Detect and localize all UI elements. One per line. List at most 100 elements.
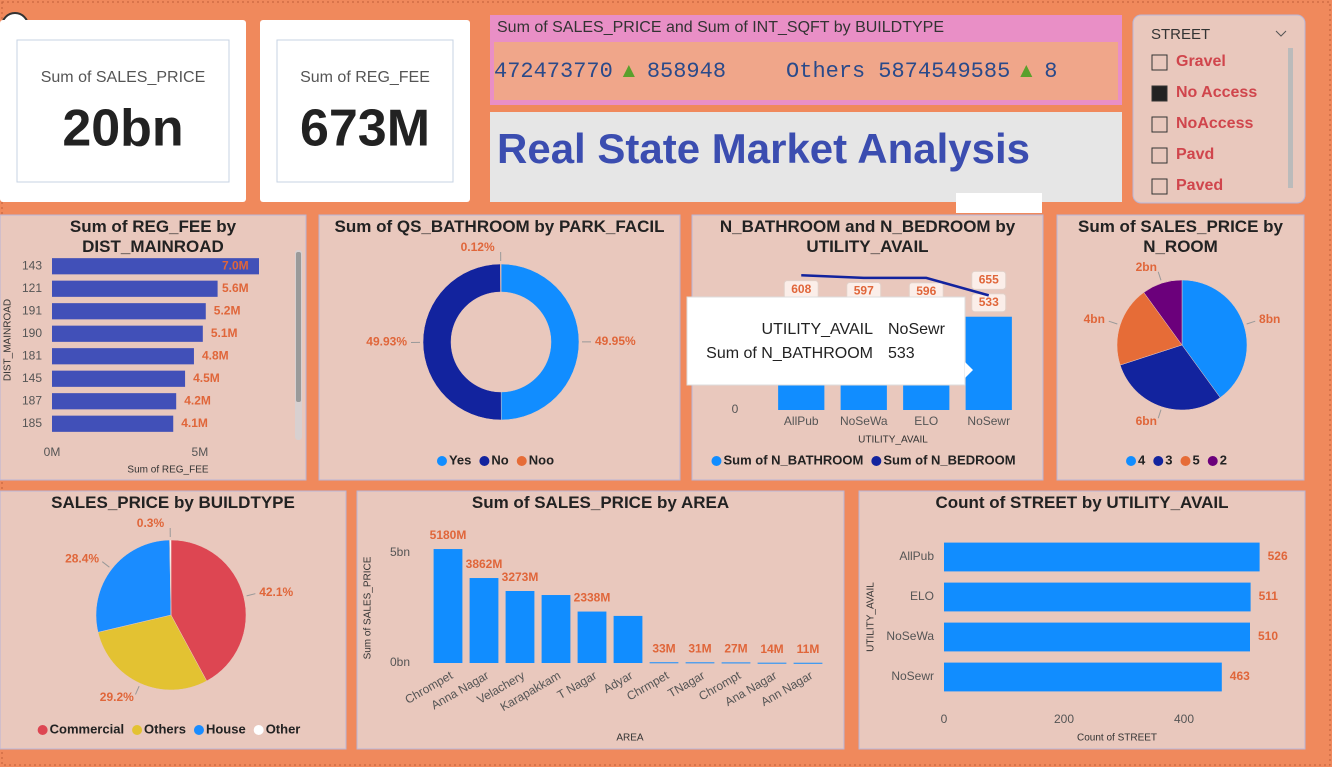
visual-panel <box>858 490 1306 750</box>
legend-label: 4 <box>1138 452 1146 467</box>
leader-line <box>1157 271 1162 281</box>
visual-header <box>956 193 1042 213</box>
slicer-item[interactable]: Gravel <box>1176 53 1226 70</box>
y-tick-label: NoSeWa <box>886 629 934 643</box>
slicer-item[interactable]: NoAccess <box>1176 115 1253 132</box>
data-label: 29.2% <box>100 690 134 704</box>
x-tick-label: 400 <box>1174 712 1194 726</box>
leader-line <box>1157 409 1162 419</box>
slicer-checkbox[interactable] <box>1151 85 1168 102</box>
legend-label: Sum of N_BEDROOM <box>883 452 1015 467</box>
legend-label: 3 <box>1165 452 1172 467</box>
slicer-checkbox[interactable] <box>1151 54 1168 71</box>
chart-title: SALES_PRICE by BUILDTYPE <box>51 493 295 512</box>
leader-line <box>101 561 110 568</box>
legend-label: 5 <box>1193 452 1200 467</box>
x-tick-label: ELO <box>914 414 938 428</box>
legend-swatch <box>193 725 204 735</box>
x-tick-label: 0M <box>44 445 61 459</box>
slicer-scrollbar[interactable] <box>1288 48 1293 188</box>
y-tick-label: 190 <box>22 326 42 340</box>
chart-title: Sum of SALES_PRICE by N_ROOM <box>1078 217 1283 256</box>
bar <box>793 662 823 664</box>
chart-title: Sum of REG_FEE by DIST_MAINROAD <box>69 217 237 256</box>
chart-title: Count of STREET by UTILITY_AVAIL <box>935 493 1229 512</box>
y-tick-label: 0 <box>732 402 739 416</box>
bar <box>965 316 1012 410</box>
slice <box>422 263 502 421</box>
data-label: 5180M <box>430 528 467 542</box>
data-label: 655 <box>979 273 999 287</box>
slice <box>95 539 172 633</box>
legend-swatch <box>711 456 722 466</box>
slicer-item[interactable]: No Access <box>1176 84 1257 101</box>
legend-label: No <box>491 452 508 467</box>
card-label: Sum of REG_FEE <box>300 69 430 86</box>
data-label: 526 <box>1268 549 1288 563</box>
data-label: 4.5M <box>193 371 220 385</box>
slicer-item[interactable]: Pavd <box>1176 146 1214 163</box>
legend-label: Noo <box>529 452 554 467</box>
bar <box>52 280 218 297</box>
bar <box>721 662 751 664</box>
y-tick-label: 143 <box>22 258 42 272</box>
leader-line <box>134 685 140 695</box>
y-tick-label: ELO <box>910 589 934 603</box>
data-label: 3273M <box>502 570 539 584</box>
slicer-checkbox[interactable] <box>1151 178 1168 195</box>
bar <box>944 662 1222 692</box>
tooltip-value: 533 <box>888 345 915 362</box>
card <box>260 20 470 202</box>
legend-label: Yes <box>449 452 471 467</box>
tooltip <box>686 296 966 386</box>
data-label: 596 <box>916 284 936 298</box>
y-tick-label: 191 <box>22 303 42 317</box>
bar <box>52 370 186 387</box>
legend-label: Sum of N_BATHROOM <box>723 452 863 467</box>
ticker-change: 858948 <box>647 59 726 84</box>
data-label: 49.93% <box>366 335 407 349</box>
legend-swatch <box>1126 456 1137 466</box>
slice <box>97 614 208 691</box>
x-tick-label: NoSeWa <box>840 414 888 428</box>
line <box>801 274 990 297</box>
data-label: 14M <box>760 642 783 656</box>
data-label: 2338M <box>574 591 611 605</box>
slicer-checkbox[interactable] <box>1151 116 1168 133</box>
slice <box>169 539 172 616</box>
bar <box>757 662 787 664</box>
y-tick-label: NoSewr <box>891 669 934 683</box>
data-label: 6bn <box>1136 414 1157 428</box>
legend-swatch <box>871 456 882 466</box>
title-panel <box>490 112 1122 202</box>
y-tick-label: 145 <box>22 371 42 385</box>
data-label: 4bn <box>1084 312 1105 326</box>
ticker-up-icon <box>1020 65 1033 77</box>
visual-panel <box>318 214 681 481</box>
scrollbar-thumb[interactable] <box>296 252 301 402</box>
legend-swatch <box>1180 456 1191 466</box>
data-label: 0.3% <box>137 516 165 530</box>
bar <box>52 303 206 320</box>
legend-swatch <box>479 456 490 466</box>
slicer-item[interactable]: Paved <box>1176 177 1223 194</box>
x-tick-label: AllPub <box>784 414 819 428</box>
page-title: Real State Market Analysis <box>497 125 1030 172</box>
tooltip-label: UTILITY_AVAIL <box>762 321 874 338</box>
slicer-checkbox[interactable] <box>1151 147 1168 164</box>
data-label-box <box>971 293 1007 313</box>
bar <box>433 549 463 663</box>
legend-label: Other <box>266 721 301 736</box>
x-tick-label: 5M <box>192 445 209 459</box>
data-label-box <box>971 270 1007 290</box>
bar <box>52 393 177 410</box>
tooltip-value: NoSewr <box>888 321 946 338</box>
slice <box>1119 344 1221 411</box>
slicer-chevron[interactable] <box>1275 30 1287 37</box>
data-label: 4.1M <box>181 416 208 430</box>
legend: 4 3 5 2 <box>1126 452 1227 467</box>
bar <box>52 348 194 365</box>
data-label: 511 <box>1259 589 1279 603</box>
card-label: Sum of SALES_PRICE <box>41 69 206 86</box>
